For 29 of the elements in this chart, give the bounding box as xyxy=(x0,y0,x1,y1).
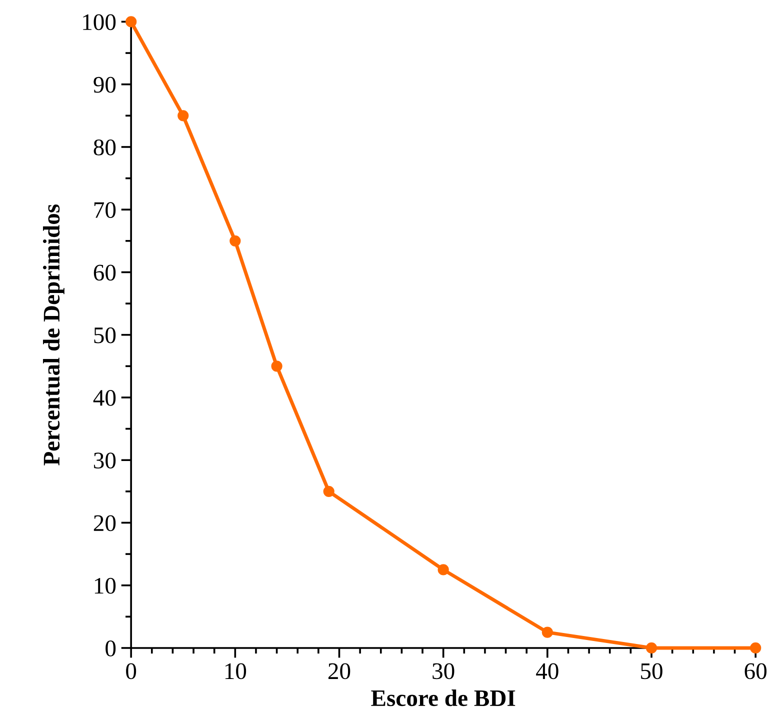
y-tick-label: 40 xyxy=(93,390,116,406)
point xyxy=(323,486,334,497)
y-tick-label: 10 xyxy=(94,578,116,594)
y-tick-label: 50 xyxy=(94,327,116,344)
y-tick-label: 80 xyxy=(94,139,116,156)
x-tick-label: 10 xyxy=(225,663,246,680)
y-tick-label: 0 xyxy=(106,640,116,656)
x-tick-label: 40 xyxy=(536,663,558,680)
y-tick-label: 30 xyxy=(94,452,116,469)
x-tick-label: 0 xyxy=(126,663,136,680)
x-tick-label: 30 xyxy=(432,663,454,680)
point xyxy=(271,360,282,372)
point xyxy=(126,16,137,28)
x-tick-label: 60 xyxy=(744,663,766,680)
x-tick-label: 20 xyxy=(328,663,350,680)
point xyxy=(542,626,553,638)
y-tick-label: 90 xyxy=(94,76,116,93)
point xyxy=(750,642,762,654)
point xyxy=(438,564,449,576)
y-axis-title: Percentual de Deprimidos xyxy=(42,204,64,466)
point xyxy=(646,642,658,654)
point xyxy=(178,110,189,122)
y-tick-label: 60 xyxy=(94,264,116,281)
y-tick-label: 100 xyxy=(83,14,116,30)
x-tick-label: 50 xyxy=(641,663,662,680)
y-tick-label: 20 xyxy=(94,515,116,532)
point xyxy=(230,235,241,246)
x-axis-title: Escore de BDI xyxy=(371,690,516,706)
y-tick-label: 70 xyxy=(94,202,116,218)
